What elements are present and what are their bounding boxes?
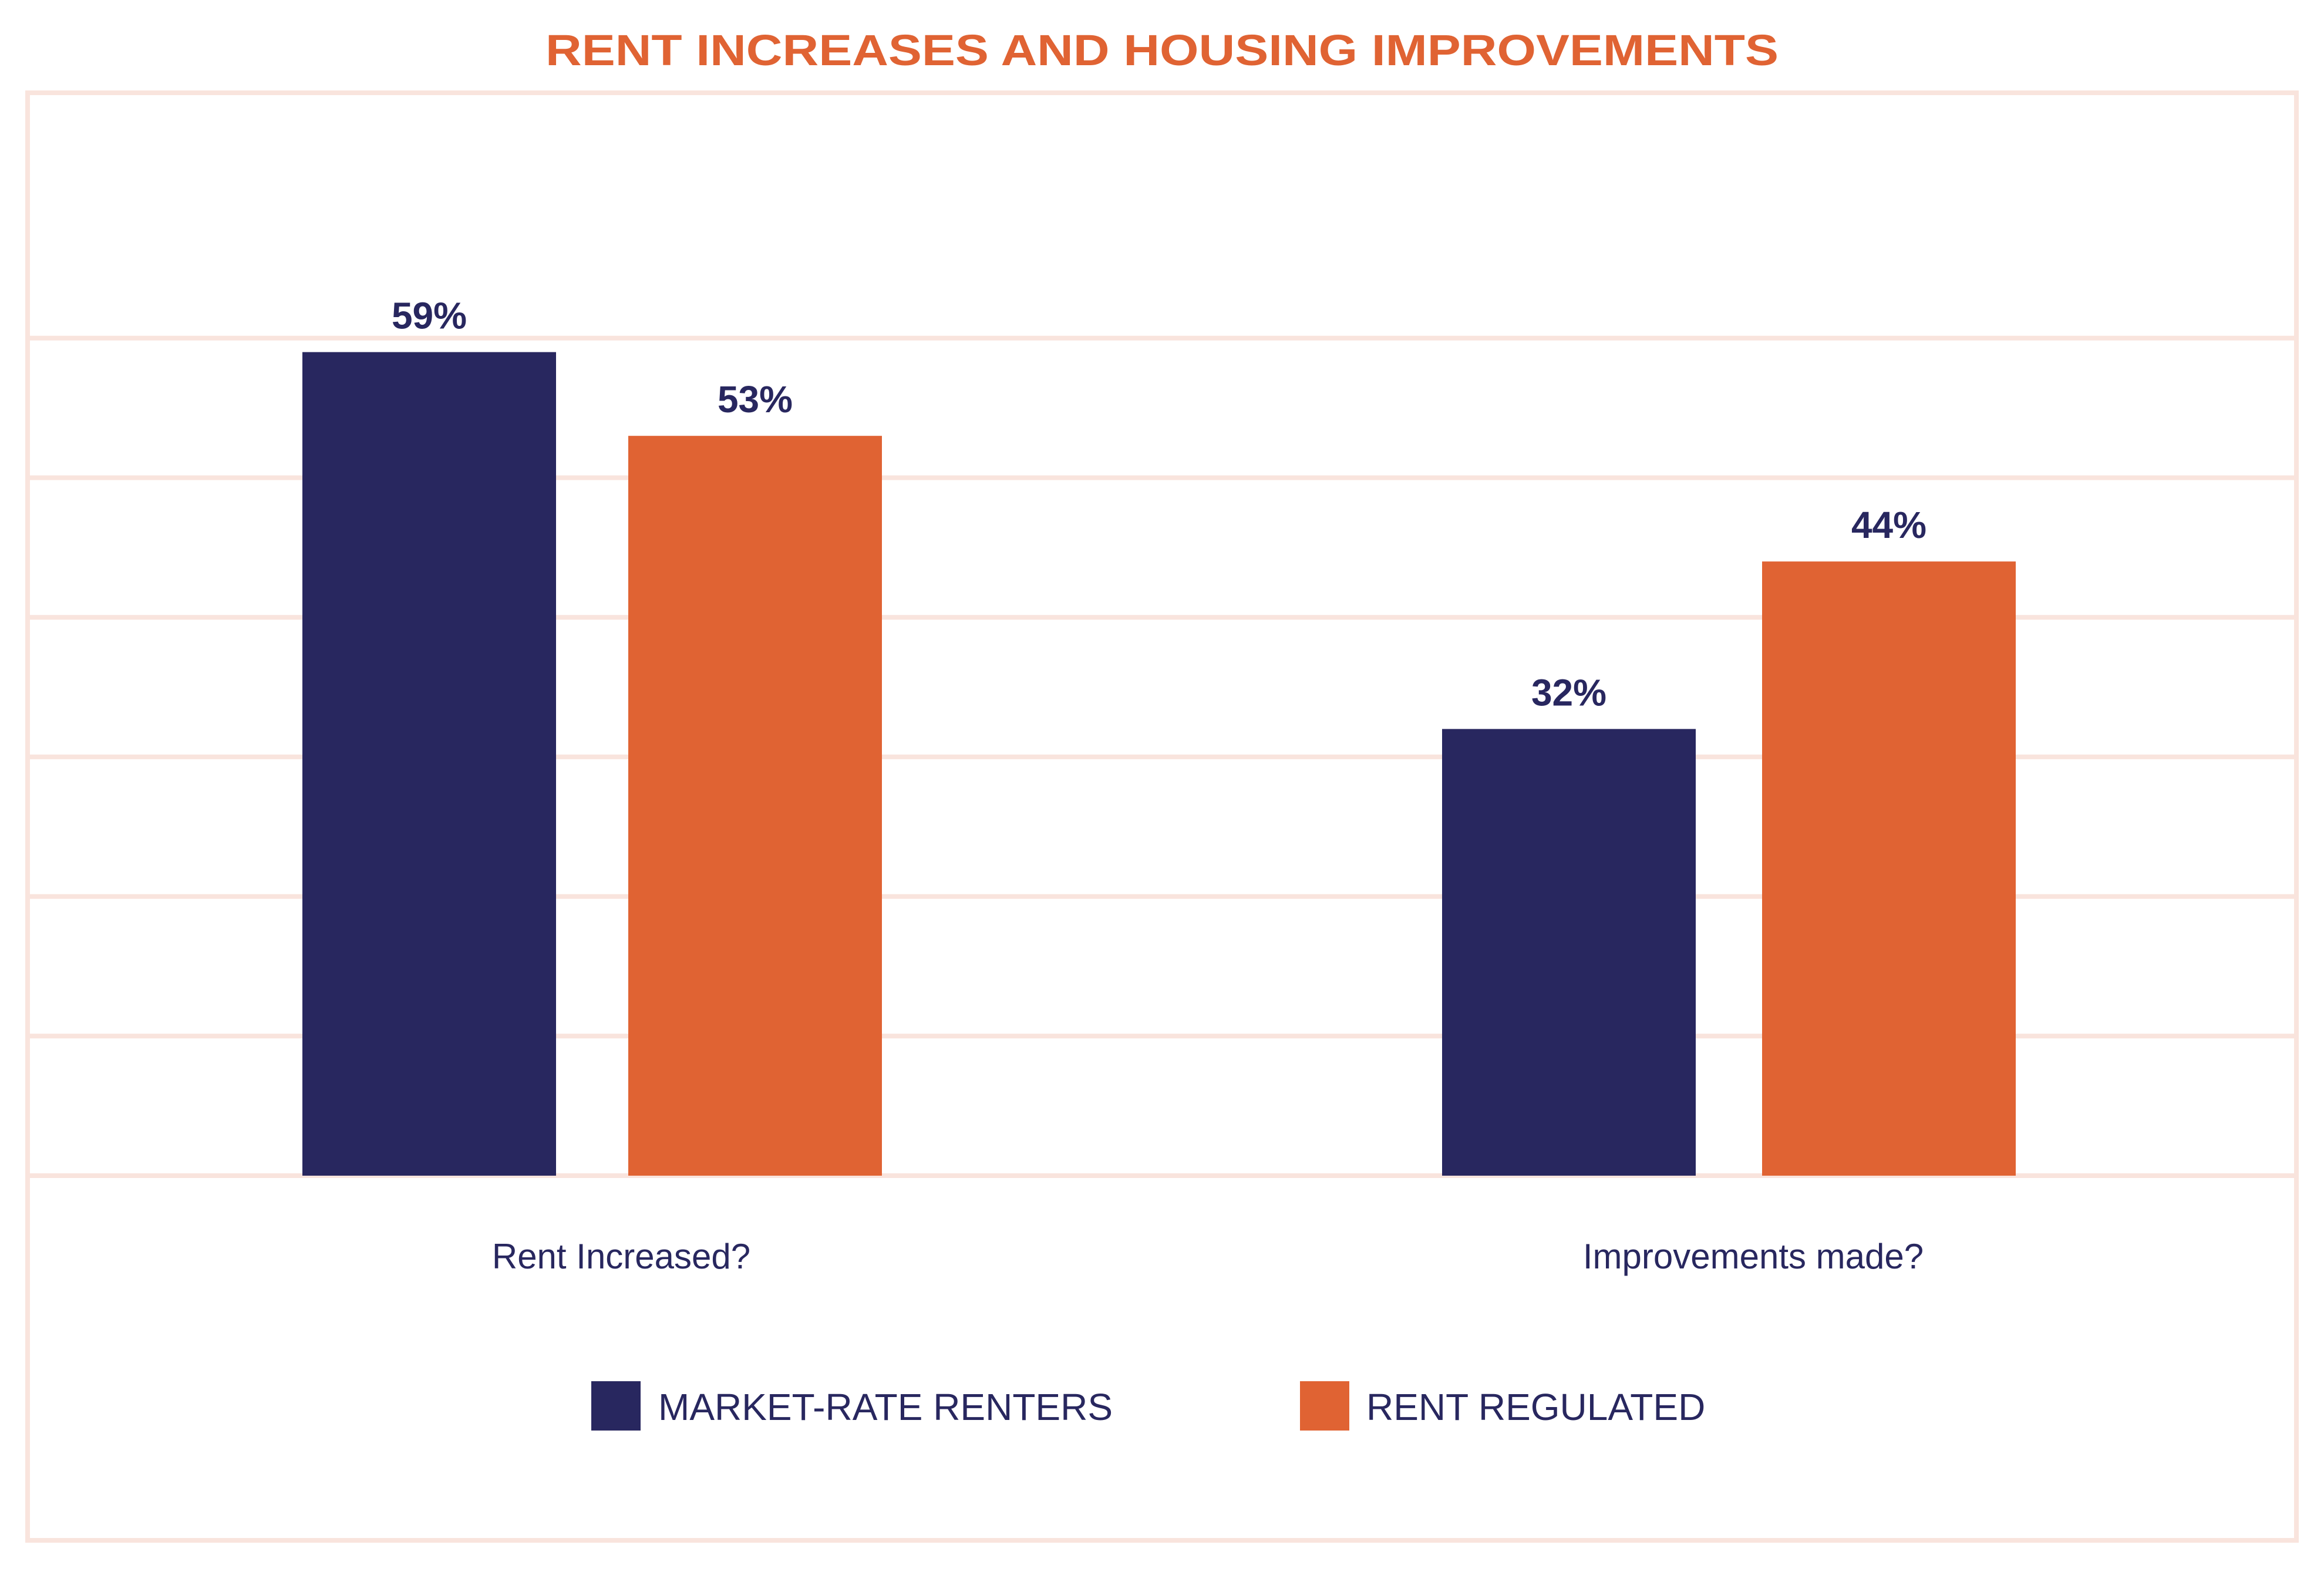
category-label-rent-increased: Rent Increased? [492,1237,750,1276]
legend-swatch-rent-regulated [1300,1381,1349,1431]
legend-swatch-market-rate [591,1381,641,1431]
data-label: 44% [1851,504,1926,546]
bar [628,436,882,1176]
legend: MARKET-RATE RENTERS RENT REGULATED [591,1381,1705,1431]
data-label: 53% [718,378,793,420]
legend-label-rent-regulated: RENT REGULATED [1366,1386,1705,1428]
bar [302,352,556,1176]
legend-label-market-rate: MARKET-RATE RENTERS [658,1386,1113,1428]
chart-frame [25,90,2299,1543]
bar [1442,729,1696,1176]
bar [1762,561,2016,1176]
chart-title: RENT INCREASES AND HOUSING IMPROVEMENTS [545,26,1779,75]
data-label: 59% [392,295,467,337]
data-label: 32% [1531,671,1606,714]
category-label-improvements-made: Improvements made? [1583,1237,1924,1276]
